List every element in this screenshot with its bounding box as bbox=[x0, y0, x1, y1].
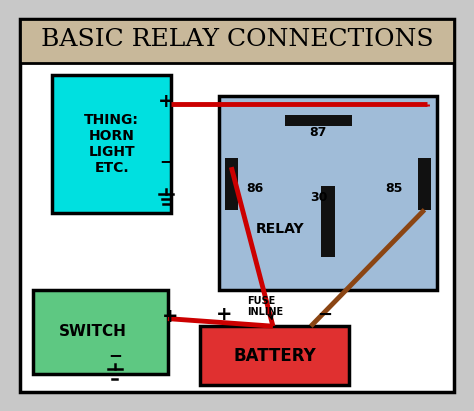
Text: −: − bbox=[108, 346, 122, 364]
Text: 85: 85 bbox=[385, 182, 403, 195]
Text: +: + bbox=[216, 305, 232, 324]
Bar bbox=[200, 326, 349, 385]
Text: +: + bbox=[162, 307, 178, 326]
Text: THING:
HORN
LIGHT
ETC.: THING: HORN LIGHT ETC. bbox=[84, 113, 139, 175]
Text: 87: 87 bbox=[310, 126, 327, 139]
Bar bbox=[20, 18, 454, 63]
Bar bbox=[219, 96, 437, 290]
Text: 86: 86 bbox=[246, 182, 264, 195]
Bar bbox=[34, 290, 168, 374]
Text: SWITCH: SWITCH bbox=[59, 324, 127, 339]
Bar bbox=[321, 186, 335, 257]
Text: +: + bbox=[158, 92, 174, 111]
Bar bbox=[53, 75, 171, 212]
Text: −: − bbox=[159, 152, 173, 169]
Bar bbox=[225, 158, 238, 210]
Bar bbox=[418, 158, 431, 210]
Text: BATTERY: BATTERY bbox=[233, 346, 316, 365]
Text: FUSE
INLINE: FUSE INLINE bbox=[247, 296, 283, 317]
Text: RELAY: RELAY bbox=[256, 222, 305, 236]
Text: BASIC RELAY CONNECTIONS: BASIC RELAY CONNECTIONS bbox=[41, 28, 433, 51]
Text: −: − bbox=[318, 306, 333, 324]
Text: 30: 30 bbox=[310, 192, 327, 204]
Bar bbox=[285, 115, 352, 127]
